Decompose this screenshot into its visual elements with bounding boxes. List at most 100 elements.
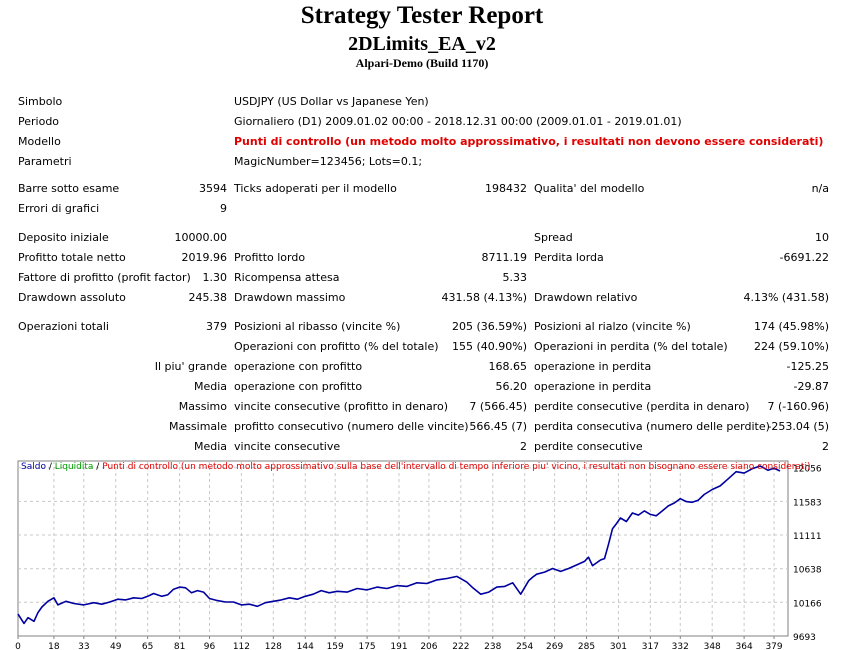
avg-loss-value: -29.87 — [793, 380, 829, 393]
maximal-consec-profit-label: profitto consecutivo (numero delle vinci… — [234, 420, 469, 433]
x-tick-label: 348 — [704, 642, 721, 650]
x-tick-label: 206 — [420, 642, 437, 650]
short-positions-label: Posizioni al ribasso (vincite %) — [234, 320, 401, 333]
largest-profit-label: operazione con profitto — [234, 360, 363, 373]
maximal-consec-profit-value: 566.45 (7) — [469, 420, 527, 433]
avg-profit-value: 56.20 — [495, 380, 528, 393]
gross-profit-value: 8711.19 — [481, 251, 528, 264]
short-positions-value: 205 (36.59%) — [451, 320, 527, 333]
info-label-period: Periodo — [18, 115, 60, 128]
profit-trades-label: Operazioni con profitto (% del totale) — [234, 340, 439, 353]
x-tick-label: 144 — [297, 642, 314, 650]
legend-equity: Liquidita — [54, 462, 94, 472]
loss-trades-label: Operazioni in perdita (% del totale) — [534, 340, 728, 353]
balance-chart: 9693 10166 10638 11111 11583 12056 0 18 33 49 65 81… — [15, 460, 822, 650]
x-tick-label: 285 — [578, 642, 595, 650]
avg-loss-label: operazione in perdita — [534, 380, 652, 393]
x-tick-label: 364 — [736, 642, 753, 650]
server-build: Alpari-Demo (Build 1170) — [355, 56, 489, 70]
info-value-params: MagicNumber=123456; Lots=0.1; — [234, 155, 423, 168]
largest-profit-value: 168.65 — [488, 360, 528, 373]
largest-label: Il piu' grande — [154, 360, 227, 373]
y-tick-label: 11111 — [793, 532, 822, 542]
deposit-label: Deposito iniziale — [18, 231, 109, 244]
x-tick-label: 191 — [390, 642, 407, 650]
max-consec-wins-label: vincite consecutive (profitto in denaro) — [234, 400, 448, 413]
ea-name: 2DLimits_EA_v2 — [348, 33, 496, 55]
y-tick-label: 10638 — [793, 566, 822, 576]
plot-area — [17, 460, 789, 637]
x-tick-label: 301 — [610, 642, 627, 650]
x-tick-label: 65 — [142, 642, 153, 650]
dd-absolute-value: 245.38 — [188, 291, 228, 304]
bars-label: Barre sotto esame — [18, 182, 120, 195]
dd-absolute-label: Drawdown assoluto — [18, 291, 126, 304]
net-profit-value: 2019.96 — [181, 251, 228, 264]
legend-sep-1: / — [45, 462, 55, 472]
maximal-consec-loss-label: perdita consecutiva (numero delle perdit… — [534, 420, 770, 433]
y-tick-label: 9693 — [793, 633, 816, 643]
expected-payoff-value: 5.33 — [502, 271, 528, 284]
maximal-label: Massimale — [168, 420, 227, 433]
chart-legend: Saldo / Liquidita / Punti di controllo (… — [21, 462, 810, 472]
avg-consec-losses-value: 2 — [822, 440, 829, 453]
info-value-model: Punti di controllo (un metodo molto appr… — [234, 135, 824, 148]
legend-sep-2: / — [93, 462, 103, 472]
errors-value: 9 — [220, 202, 227, 215]
maximal-consec-loss-value: -253.04 (5) — [767, 420, 829, 433]
x-tick-label: 254 — [516, 642, 533, 650]
largest-loss-value: -125.25 — [786, 360, 829, 373]
quality-label: Qualita' del modello — [534, 182, 645, 195]
avg-consec-wins-value: 2 — [520, 440, 527, 453]
dd-max-value: 431.58 (4.13%) — [441, 291, 527, 304]
gross-profit-label: Profitto lordo — [234, 251, 306, 264]
avg-profit-label: operazione con profitto — [234, 380, 363, 393]
spread-label: Spread — [534, 231, 573, 244]
max-consec-losses-label: perdite consecutive (perdita in denaro) — [534, 400, 750, 413]
profit-factor-label: Fattore di profitto (profit factor) — [18, 271, 191, 284]
errors-label: Errori di grafici — [18, 202, 100, 215]
total-trades-label: Operazioni totali — [18, 320, 109, 333]
gross-loss-value: -6691.22 — [779, 251, 829, 264]
info-label-model: Modello — [18, 135, 61, 148]
dd-max-label: Drawdown massimo — [234, 291, 346, 304]
x-tick-label: 317 — [642, 642, 659, 650]
x-tick-label: 112 — [233, 642, 250, 650]
info-label-symbol: Simbolo — [18, 95, 63, 108]
ticks-label: Ticks adoperati per il modello — [234, 182, 397, 195]
avg-consec-wins-label: vincite consecutive — [234, 440, 341, 453]
gross-loss-label: Perdita lorda — [534, 251, 604, 264]
profit-trades-value: 155 (40.90%) — [451, 340, 527, 353]
balance-series-line — [17, 465, 781, 625]
long-positions-label: Posizioni al rialzo (vincite %) — [534, 320, 691, 333]
legend-model: Punti di controllo (un metodo molto appr… — [102, 462, 811, 472]
average-label: Media — [193, 380, 227, 393]
x-tick-label: 159 — [327, 642, 344, 650]
y-tick-label: 10166 — [793, 599, 822, 609]
x-tick-label: 18 — [48, 642, 60, 650]
net-profit-label: Profitto totale netto — [18, 251, 126, 264]
dd-relative-value: 4.13% (431.58) — [743, 291, 829, 304]
report-title: Strategy Tester Report — [300, 2, 544, 29]
legend-balance: Saldo — [21, 462, 46, 472]
y-tick-label: 12056 — [793, 465, 822, 475]
spread-value: 10 — [815, 231, 829, 244]
max-consec-wins-value: 7 (566.45) — [469, 400, 527, 413]
long-positions-value: 174 (45.98%) — [753, 320, 829, 333]
x-tick-label: 379 — [765, 642, 782, 650]
largest-loss-label: operazione in perdita — [534, 360, 652, 373]
info-value-symbol: USDJPY (US Dollar vs Japanese Yen) — [234, 95, 429, 108]
x-tick-label: 222 — [452, 642, 469, 650]
dd-relative-label: Drawdown relativo — [534, 291, 638, 304]
x-tick-label: 238 — [484, 642, 501, 650]
x-tick-label: 81 — [174, 642, 185, 650]
total-trades-value: 379 — [206, 320, 227, 333]
loss-trades-value: 224 (59.10%) — [753, 340, 829, 353]
ticks-value: 198432 — [485, 182, 527, 195]
x-tick-label: 269 — [546, 642, 563, 650]
expected-payoff-label: Ricompensa attesa — [234, 271, 340, 284]
x-tick-label: 0 — [15, 642, 21, 650]
y-tick-label: 11583 — [793, 498, 822, 508]
x-tick-label: 332 — [672, 642, 689, 650]
avg-consec-losses-label: perdite consecutive — [534, 440, 643, 453]
